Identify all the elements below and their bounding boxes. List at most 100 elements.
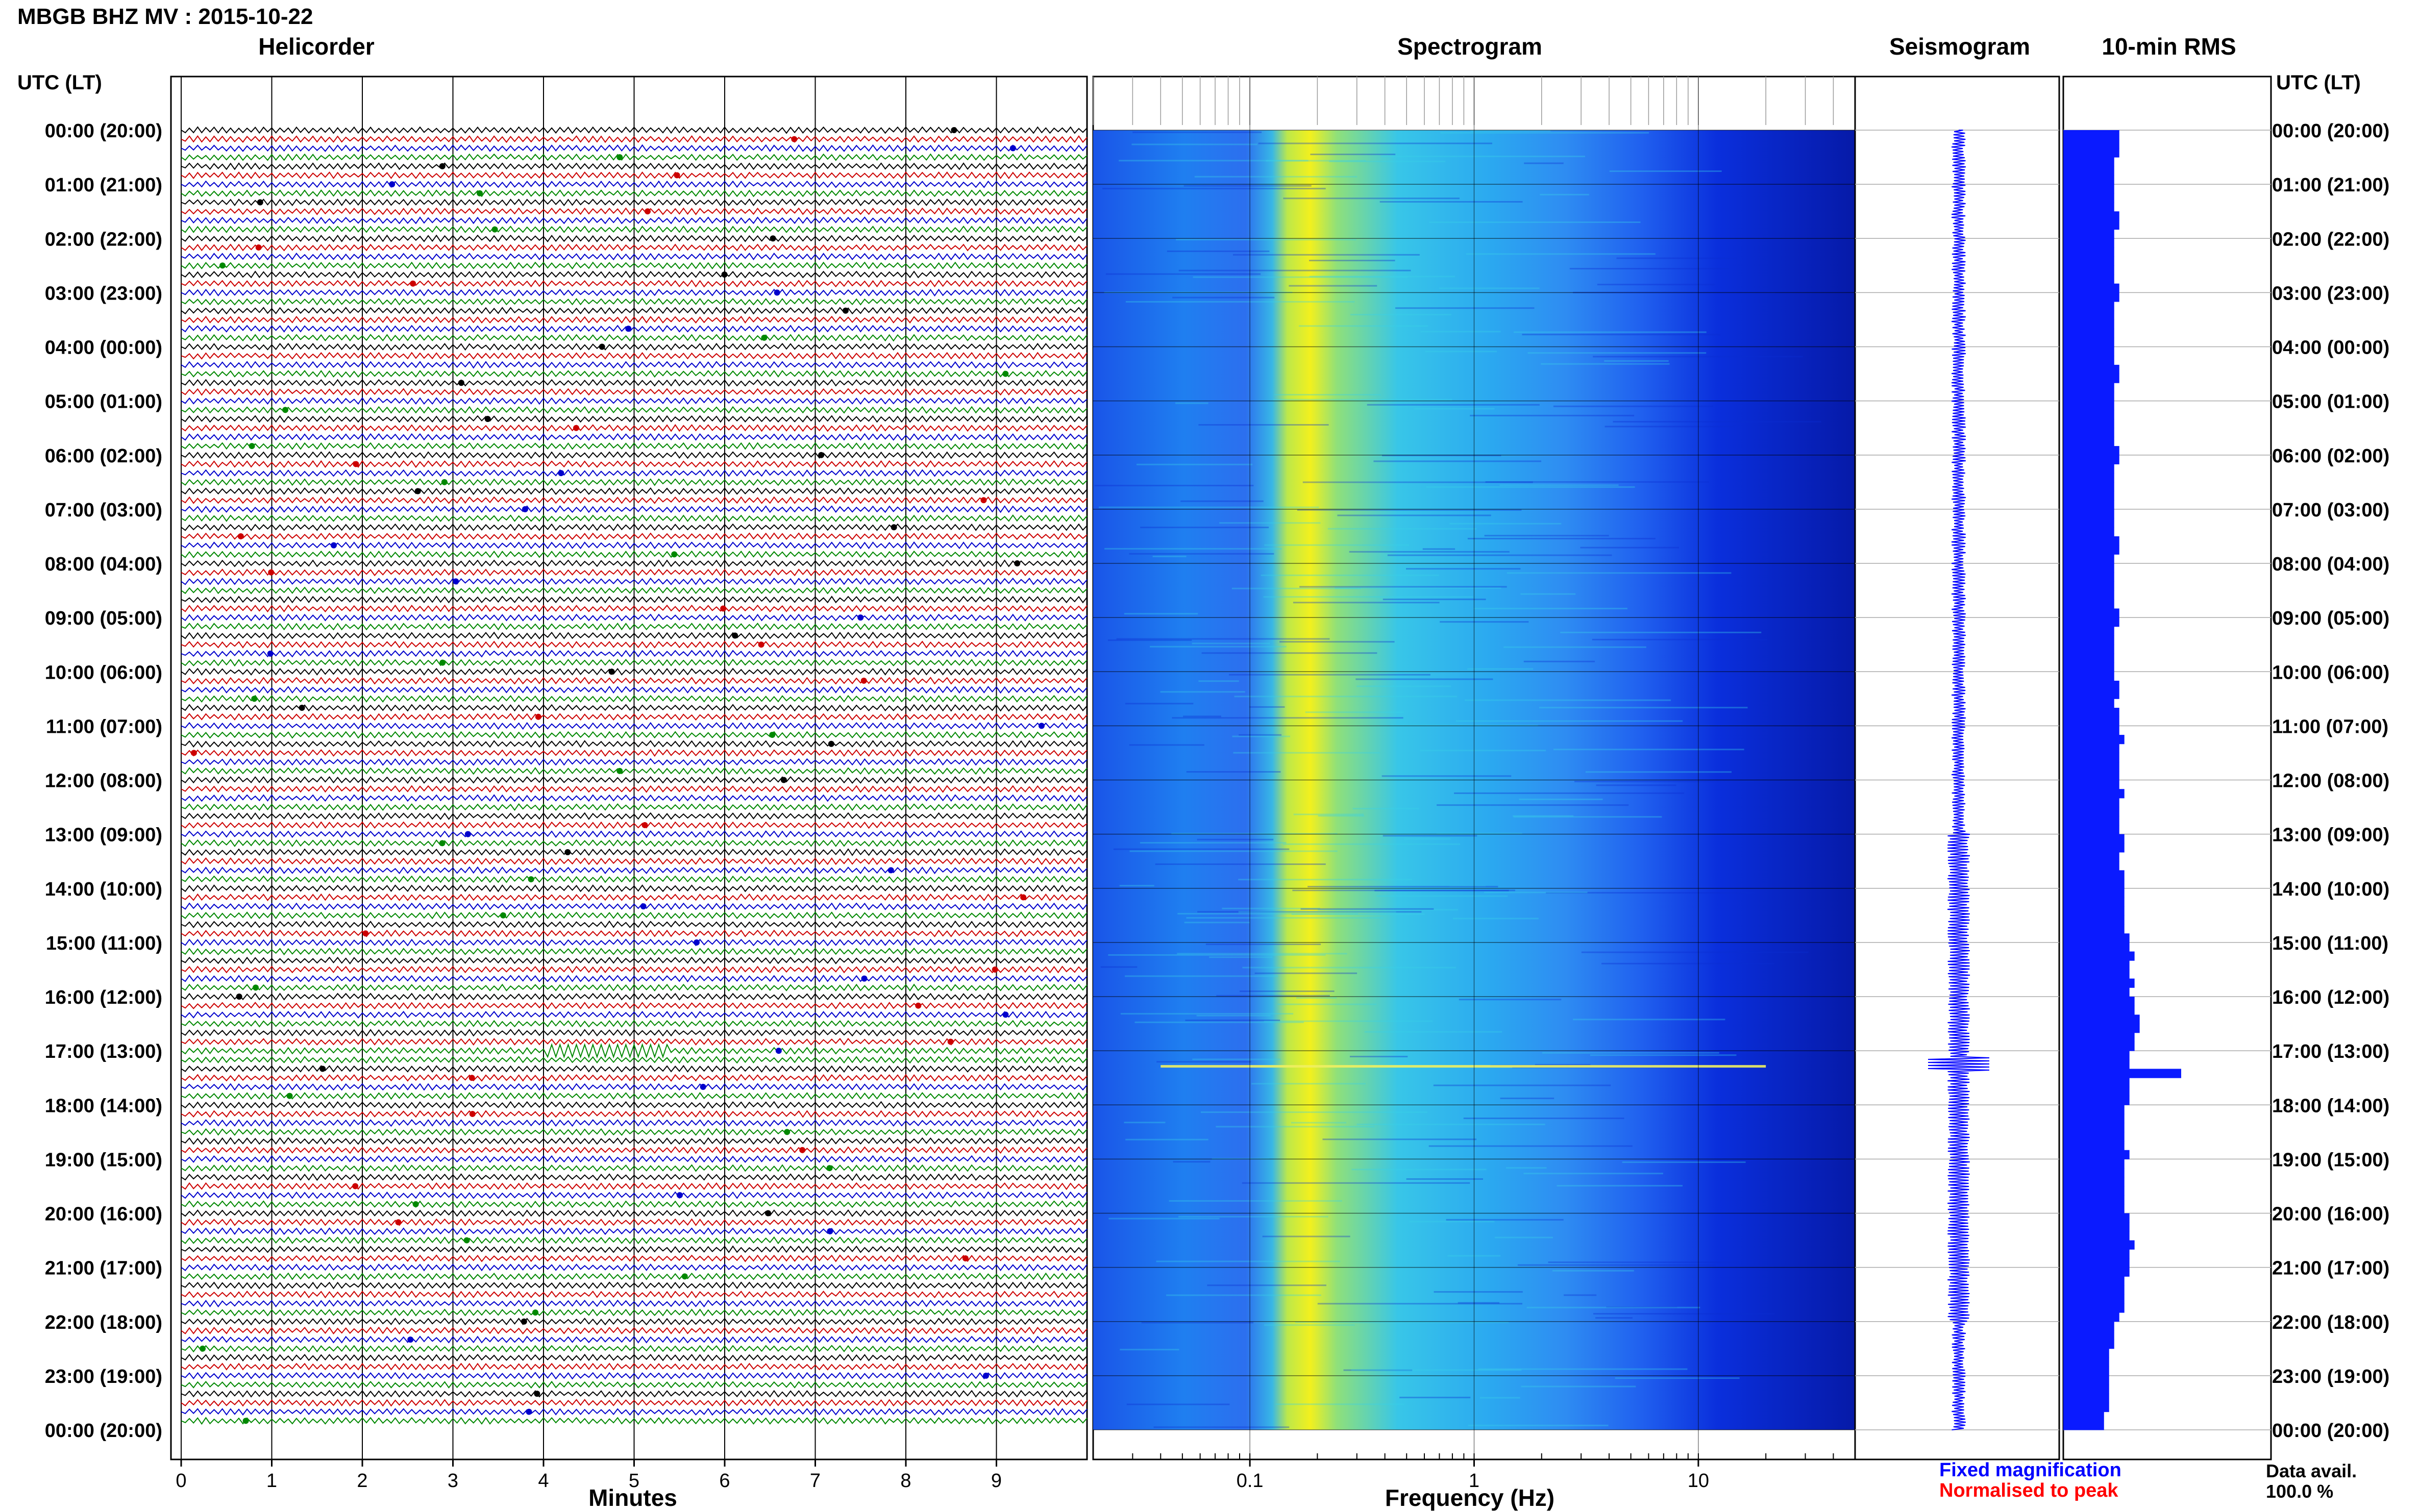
data-availability-label: Data avail. [2266, 1460, 2357, 1481]
spectrogram-streak [1277, 1003, 1377, 1005]
rms-bar [2063, 861, 2119, 871]
rms-title: 10-min RMS [2102, 33, 2236, 60]
spectrogram-streak [1172, 296, 1275, 299]
helicorder-spike [453, 578, 459, 585]
rms-bar [2063, 1330, 2114, 1340]
helicorder-trace [181, 1299, 1088, 1308]
helicorder-trace [181, 1083, 1088, 1091]
spectrogram-streak [1198, 424, 1329, 426]
helicorder-spike [299, 705, 305, 711]
time-label-left: 19:00 (15:00) [45, 1149, 162, 1171]
time-label-right: 07:00 (03:00) [2272, 500, 2389, 521]
helicorder-spike [1038, 723, 1045, 729]
time-label-right: 19:00 (15:00) [2272, 1149, 2389, 1171]
spectrogram-streak [1116, 638, 1330, 640]
spectrogram-streak [1350, 314, 1451, 316]
rms-bar [2063, 265, 2114, 275]
helicorder-trace [181, 884, 1088, 893]
rms-bar [2063, 933, 2130, 943]
rms-bar [2063, 1357, 2109, 1367]
spectrogram-streak [1425, 351, 1497, 353]
spectrogram-streak [1141, 1322, 1254, 1324]
helicorder-spike [532, 1309, 539, 1316]
rms-bar [2063, 969, 2130, 979]
spectrogram-streak [1553, 749, 1744, 751]
helicorder-trace [181, 532, 1088, 540]
time-label-right: 00:00 (20:00) [2272, 1420, 2389, 1442]
rms-bar [2063, 572, 2114, 582]
helicorder-trace [181, 1173, 1088, 1181]
helicorder-trace [181, 893, 1088, 902]
helicorder-trace [181, 1064, 1088, 1073]
helicorder-trace [181, 442, 1088, 450]
spectrogram-streak [1379, 201, 1523, 203]
helicorder-trace [181, 1281, 1088, 1290]
helicorder-trace [181, 1399, 1088, 1407]
helicorder-trace [181, 216, 1088, 225]
spectrogram-streak [1205, 944, 1321, 946]
rms-bar [2063, 247, 2114, 257]
helicorder-trace [181, 685, 1088, 694]
spectrogram-streak [1459, 999, 1562, 1001]
rms-bar [2063, 337, 2114, 347]
spectrogram-streak [1261, 574, 1439, 576]
time-label-right: 00:00 (20:00) [2272, 120, 2389, 142]
spectrogram-streak [1541, 363, 1670, 365]
helicorder-trace [181, 1182, 1088, 1191]
rms-bar [2063, 166, 2114, 176]
helicorder-spike [891, 524, 897, 531]
spectrogram-streak [1153, 1426, 1290, 1428]
minute-tick-label: 5 [629, 1470, 639, 1492]
helicorder-trace [181, 415, 1088, 423]
helicorder-trace [181, 144, 1088, 152]
spectrogram-streak [1449, 885, 1486, 887]
spectrogram-streak [1613, 420, 1821, 423]
helicorder-spike [1020, 894, 1027, 901]
time-label-right: 20:00 (16:00) [2272, 1204, 2389, 1225]
spectrogram-streak [1197, 838, 1274, 840]
spectrogram-streak [1155, 863, 1326, 865]
minute-tick-label: 1 [266, 1470, 277, 1492]
spectrogram-streak [1295, 1321, 1509, 1323]
helicorder-spike [681, 1273, 688, 1280]
helicorder-spike [282, 407, 289, 413]
spectrogram-streak [1298, 325, 1428, 327]
spectrogram-streak [1126, 1403, 1230, 1405]
helicorder-trace [181, 307, 1088, 315]
rms-bar [2063, 391, 2114, 402]
spectrogram-streak [1193, 276, 1408, 278]
spectrogram-streak [1293, 602, 1440, 604]
rms-bar [2063, 509, 2114, 519]
rms-bar [2063, 184, 2114, 194]
spectrogram-streak [1119, 885, 1154, 887]
spectrogram-streak [1124, 613, 1198, 615]
rms-bar [2063, 527, 2114, 537]
helicorder-spike [761, 334, 768, 341]
time-label-right: 11:00 (07:00) [2272, 716, 2388, 737]
spectrogram-streak [1465, 699, 1671, 701]
spectrogram-streak [1503, 646, 1646, 648]
spectrogram-streak [1606, 1306, 1677, 1308]
minutes-axis-title: Minutes [588, 1484, 677, 1511]
helicorder-trace [181, 929, 1088, 937]
rms-bar [2063, 1384, 2109, 1394]
spectrogram-streak [1160, 691, 1245, 693]
spectrogram-streak [1183, 715, 1221, 717]
helicorder-spike [769, 732, 776, 738]
helicorder-spike [255, 244, 262, 251]
spectrogram-streak [1292, 889, 1515, 891]
spectrogram-streak [1593, 1313, 1775, 1315]
helicorder-trace [181, 252, 1088, 261]
time-label-right: 02:00 (22:00) [2272, 229, 2389, 250]
spectrogram-streak [1254, 972, 1357, 974]
spectrogram-streak [1129, 553, 1274, 555]
rms-bar [2063, 292, 2119, 302]
helicorder-spike [268, 569, 275, 576]
helicorder-trace [181, 1263, 1088, 1272]
time-label-right: 08:00 (04:00) [2272, 554, 2389, 575]
spectrogram-streak [1299, 586, 1507, 588]
time-label-right: 05:00 (01:00) [2272, 391, 2389, 413]
helicorder-trace [181, 496, 1088, 504]
helicorder-trace [181, 1236, 1088, 1245]
spectrogram-streak [1552, 1270, 1634, 1272]
